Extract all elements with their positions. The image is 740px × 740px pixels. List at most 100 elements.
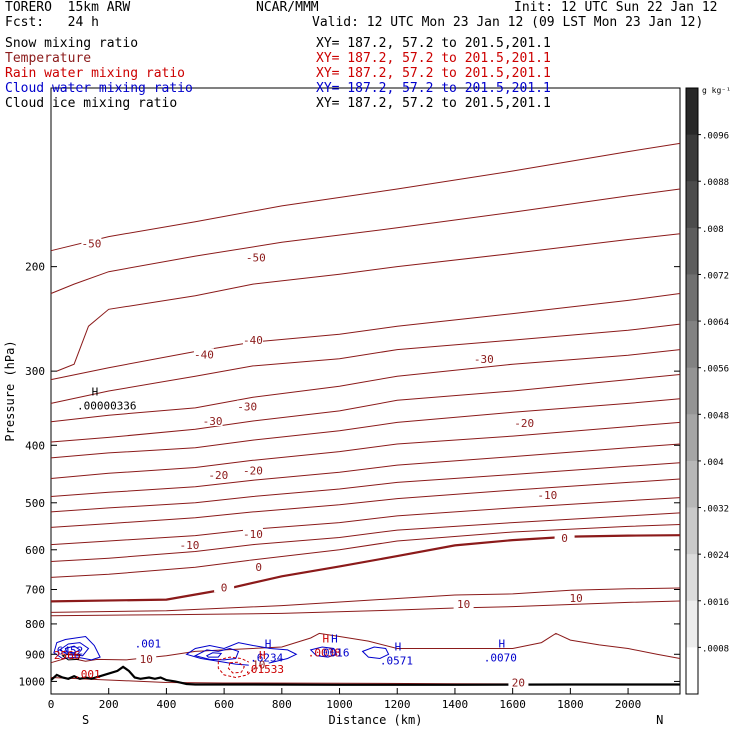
cloud-water-contour xyxy=(205,652,223,658)
forecast-hour: Fcst: 24 h xyxy=(5,15,99,30)
y-tick-label: 1000 xyxy=(19,675,46,688)
high-marker: H xyxy=(395,641,402,654)
temperature-label: 20 xyxy=(512,677,525,690)
legend-label-cloud-water: Cloud water mixing ratio xyxy=(5,81,193,96)
label-background xyxy=(566,591,587,603)
rain-water-contour xyxy=(217,656,254,679)
high-value: .001 xyxy=(74,668,101,681)
y-tick-label: 500 xyxy=(25,497,45,510)
colorbar-segment xyxy=(686,600,698,648)
legend-label-rain: Rain water mixing ratio xyxy=(5,66,186,81)
temperature-contour xyxy=(50,142,681,252)
init-time: Init: 12 UTC Sun 22 Jan 12 xyxy=(514,0,718,15)
x-tick-label: 1000 xyxy=(326,698,353,711)
temperature-label: -10 xyxy=(180,539,200,552)
legend-xy-cloud-ice: XY= 187.2, 57.2 to 201.5,201.1 xyxy=(316,96,551,111)
y-tick-label: 300 xyxy=(25,365,45,378)
x-tick-label: 1800 xyxy=(557,698,584,711)
y-tick-label: 900 xyxy=(25,648,45,661)
colorbar-segment xyxy=(686,88,698,136)
colorbar-tick-label: .0032 xyxy=(702,505,729,515)
plot-frame xyxy=(50,87,681,695)
colorbar-segment xyxy=(686,554,698,602)
colorbar-tick-label: .0048 xyxy=(702,411,729,421)
colorbar-segment xyxy=(686,460,698,509)
colorbar-tick-label: .004 xyxy=(702,458,724,468)
temperature-label: -20 xyxy=(243,464,263,477)
x-tick-label: 600 xyxy=(214,698,234,711)
temperature-label: -20 xyxy=(208,469,228,482)
label-background xyxy=(193,348,214,360)
colorbar-segment xyxy=(686,227,698,275)
legend-xy-temperature: XY= 187.2, 57.2 to 201.5,201.1 xyxy=(316,51,551,66)
x-tick-label: 1200 xyxy=(384,698,411,711)
cloud-water-contour xyxy=(185,642,298,667)
colorbar-tick-label: .0056 xyxy=(702,365,729,375)
label-background xyxy=(242,464,263,476)
colorbar-segment xyxy=(686,321,698,369)
x-tick-label: 1400 xyxy=(442,698,469,711)
temperature-contour xyxy=(50,632,681,664)
colorbar-segment xyxy=(686,414,698,462)
cloud-water-contour xyxy=(53,635,101,661)
colorbar-border xyxy=(685,87,699,695)
x-tick-label: 200 xyxy=(99,698,119,711)
x-tick-label: 2000 xyxy=(615,698,642,711)
temperature-label: -40 xyxy=(243,334,263,347)
high-marker: H xyxy=(92,385,99,398)
high-value: .6234 xyxy=(250,652,283,665)
legend-xy-snow: XY= 187.2, 57.2 to 201.5,201.1 xyxy=(316,36,551,51)
cloud-water-contour xyxy=(309,646,338,658)
temperature-label: -10 xyxy=(243,528,263,541)
label-background xyxy=(242,527,263,539)
terrain-profile xyxy=(50,665,680,686)
legend-xy-cloud-water: XY= 187.2, 57.2 to 201.5,201.1 xyxy=(316,81,551,96)
x-end-label-north: N xyxy=(656,713,663,727)
label-background xyxy=(81,237,102,249)
colorbar-segment xyxy=(686,134,698,182)
high-value: .0070 xyxy=(484,652,517,665)
high-value: .001 xyxy=(135,638,162,651)
label-background xyxy=(245,251,266,263)
high-marker: H xyxy=(265,638,272,651)
colorbar-segment xyxy=(686,367,698,415)
colorbar: .0096 .0088 .008 .0072 .0064 .0056 .0048 .004 .0… xyxy=(685,86,731,695)
temperature-contour xyxy=(50,462,681,513)
temperature-label: 0 xyxy=(221,581,228,594)
colorbar-tick-label: .0008 xyxy=(702,644,729,654)
label-background xyxy=(248,658,269,670)
y-tick-label: 400 xyxy=(25,439,45,452)
temperature-label: -50 xyxy=(81,238,101,251)
temperature-contour xyxy=(50,421,681,479)
temperature-label: -30 xyxy=(237,400,257,413)
x-tick-label: 400 xyxy=(156,698,176,711)
temperature-contours xyxy=(50,142,681,685)
terrain-line xyxy=(50,665,680,686)
label-background xyxy=(514,417,535,429)
temperature-labels: -50 -50 -40 -40 -30 -30 -30 -20 -20 -20 -10 -10 -10 0… xyxy=(81,237,587,690)
high-value: .0038 xyxy=(308,647,341,660)
temperature-contour xyxy=(50,478,681,528)
high-marker: H xyxy=(259,649,266,662)
temperature-contour xyxy=(50,600,681,617)
high-marker: H xyxy=(498,638,505,651)
colorbar-segment xyxy=(686,274,698,322)
cloud-water-contours xyxy=(53,635,390,667)
label-background xyxy=(453,597,474,609)
plot-border xyxy=(50,87,681,695)
cloud-water-contour xyxy=(64,645,81,654)
temperature-contour xyxy=(50,534,681,603)
axes: 0 200 400 600 800 1000 1200 1400 1600 1800 2000200… xyxy=(3,261,680,727)
label-background xyxy=(473,352,494,364)
legend-label-cloud-ice: Cloud ice mixing ratio xyxy=(5,96,178,111)
x-tick-label: 800 xyxy=(272,698,292,711)
temperature-contour xyxy=(50,587,681,613)
label-background xyxy=(248,560,269,572)
high-value: .0571 xyxy=(380,655,413,668)
temperature-label: -50 xyxy=(246,251,266,264)
snow-contour xyxy=(61,653,81,661)
label-background xyxy=(242,334,263,346)
high-marker: H xyxy=(331,633,338,646)
model-title: TORERO 15km ARW xyxy=(5,0,131,15)
colorbar-tick-label: .0064 xyxy=(702,318,729,328)
